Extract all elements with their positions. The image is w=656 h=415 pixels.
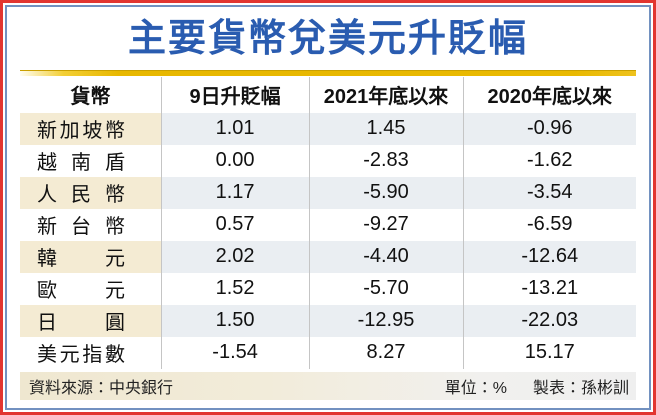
value-since-2020: 15.17: [524, 341, 575, 364]
currency-name-cell: 新台幣: [20, 208, 162, 241]
gold-divider-bar: [20, 69, 636, 76]
currency-name-cell: 歐元: [20, 272, 162, 305]
value-9day: 1.17: [161, 176, 310, 209]
footer-right-group: 單位：% 製表：孫彬訓: [445, 374, 629, 398]
value-9day: 2.02: [161, 240, 310, 273]
header-9day-change: 9日升貶幅: [161, 76, 310, 113]
currency-name: 美元指數: [37, 344, 125, 367]
value-since-2020: -12.64: [463, 240, 636, 273]
value-since-2021: 1.45: [309, 112, 464, 145]
currency-name: 日圓: [37, 312, 125, 335]
value-9day: 1.01: [161, 112, 310, 145]
currency-name-cell: 新加坡幣: [20, 112, 162, 145]
table-row: 日圓 1.50 -12.95 -22.03: [20, 304, 636, 337]
value-since-2020: -1.62: [526, 149, 573, 172]
value-since-2021: -5.90: [309, 176, 464, 209]
currency-name: 越南盾: [37, 152, 125, 175]
value-since-2020: -0.96: [463, 112, 636, 145]
currency-name: 歐元: [37, 280, 125, 303]
header-currency: 貨幣: [20, 76, 162, 113]
value-since-2020: -13.21: [521, 277, 579, 300]
page-title: 主要貨幣兌美元升貶幅: [127, 18, 528, 60]
value-9day: 0.57: [162, 208, 310, 241]
currency-name-cell: 韓元: [20, 240, 162, 273]
table-footer: 資料來源：中央銀行 單位：% 製表：孫彬訓: [20, 371, 636, 400]
value-9day: 0.00: [162, 144, 310, 177]
value-since-2020: -6.59: [526, 213, 573, 236]
table-row: 人民幣 1.17 -5.90 -3.54: [20, 176, 636, 209]
unit-label: 單位：%: [444, 379, 507, 397]
value-9day: -1.54: [162, 336, 310, 369]
value-since-2021: -2.83: [310, 144, 464, 177]
table-row: 新台幣 0.57 -9.27 -6.59: [20, 208, 636, 241]
table-row: 新加坡幣 1.01 1.45 -0.96: [20, 112, 636, 145]
currency-name: 新加坡幣: [37, 120, 125, 143]
value-since-2021: -5.70: [310, 272, 464, 305]
currency-name-cell: 人民幣: [20, 176, 162, 209]
header-since-end-2020: 2020年底以來: [463, 76, 636, 113]
data-source-label: 資料來源：中央銀行: [29, 379, 174, 397]
value-since-2020: -22.03: [463, 304, 636, 337]
table-row: 歐元 1.52 -5.70 -13.21: [20, 272, 636, 305]
table-row: 韓元 2.02 -4.40 -12.64: [20, 240, 636, 273]
currency-name-cell: 越南盾: [20, 144, 162, 177]
value-9day: 1.52: [162, 272, 310, 305]
value-9day: 1.50: [161, 304, 310, 337]
table-row: 越南盾 0.00 -2.83 -1.62: [20, 144, 636, 177]
inner-blue-frame: 主要貨幣兌美元升貶幅 貨幣 9日升貶幅 2021年底以來 2020年底以來 新加…: [5, 5, 651, 410]
credit-label: 製表：孫彬訓: [532, 379, 629, 397]
value-since-2021: -12.95: [309, 304, 464, 337]
currency-table: 貨幣 9日升貶幅 2021年底以來 2020年底以來 新加坡幣 1.01 1.4…: [20, 76, 636, 369]
currency-name-cell: 美元指數: [20, 336, 162, 369]
value-since-2021: -9.27: [310, 208, 464, 241]
currency-name: 人民幣: [37, 184, 125, 207]
value-since-2020: -3.54: [463, 176, 636, 209]
currency-name: 新台幣: [37, 216, 125, 239]
currency-name-cell: 日圓: [20, 304, 162, 337]
value-since-2021: -4.40: [309, 240, 464, 273]
table-row: 美元指數 -1.54 8.27 15.17: [20, 336, 636, 369]
currency-name: 韓元: [37, 248, 125, 271]
table-header-row: 貨幣 9日升貶幅 2021年底以來 2020年底以來: [20, 76, 636, 113]
value-since-2021: 8.27: [310, 336, 464, 369]
header-since-end-2021: 2021年底以來: [309, 76, 464, 113]
